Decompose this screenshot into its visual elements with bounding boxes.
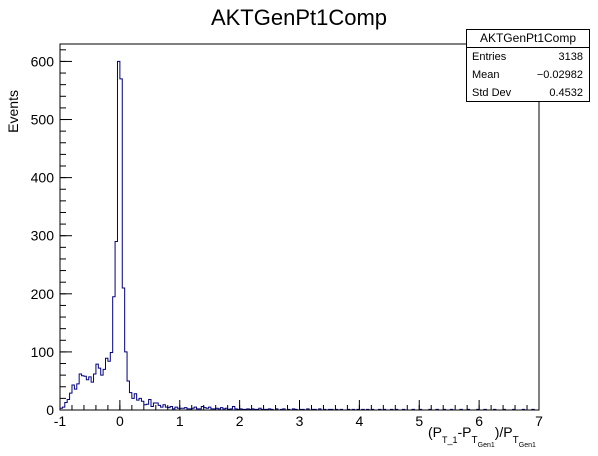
x-tick-label: 5 (415, 413, 423, 429)
stats-label: Entries (472, 51, 507, 63)
x-tick-label: 0 (116, 413, 124, 429)
x-tick-label: -1 (54, 413, 67, 429)
x-label-subscript: T (472, 435, 478, 446)
x-tick-label: 6 (475, 413, 483, 429)
x-label-subscript: Gen1 (478, 442, 495, 449)
stats-row-mean: Mean −0.02982 (467, 66, 589, 84)
y-tick-label: 600 (31, 53, 55, 69)
x-label-part: (P (428, 424, 442, 440)
chart-title: AKTGenPt1Comp (211, 5, 387, 30)
stats-value: −0.02982 (536, 69, 583, 81)
y-tick-label: 200 (31, 286, 55, 302)
x-label-part: )/P (495, 424, 513, 440)
x-tick-label: 1 (176, 413, 184, 429)
stats-value: 3138 (558, 51, 583, 63)
x-label-subscript: Gen1 (519, 442, 536, 449)
x-tick-label: 2 (236, 413, 244, 429)
stats-row-entries: Entries 3138 (467, 48, 589, 66)
stats-value: 0.4532 (549, 87, 583, 99)
x-tick-label: 7 (535, 413, 543, 429)
x-label-subscript: T (513, 435, 519, 446)
stats-box: AKTGenPt1Comp Entries 3138 Mean −0.02982… (466, 29, 590, 102)
stats-label: Std Dev (472, 87, 512, 99)
y-tick-label: 100 (31, 344, 55, 360)
x-label-subscript: T_1 (442, 435, 458, 445)
x-tick-label: 3 (296, 413, 304, 429)
stats-row-stddev: Std Dev 0.4532 (467, 84, 589, 102)
y-axis-label: Events (5, 90, 21, 133)
y-tick-label: 500 (31, 112, 55, 128)
x-label-part: -P (458, 424, 472, 440)
y-tick-label: 400 (31, 170, 55, 186)
y-tick-label: 0 (46, 402, 54, 418)
x-tick-label: 4 (355, 413, 363, 429)
y-tick-label: 300 (31, 228, 55, 244)
stats-title: AKTGenPt1Comp (467, 30, 589, 48)
stats-label: Mean (472, 69, 500, 81)
x-axis-label: (PT_1-PTGen1)/PTGen1 (428, 424, 536, 449)
